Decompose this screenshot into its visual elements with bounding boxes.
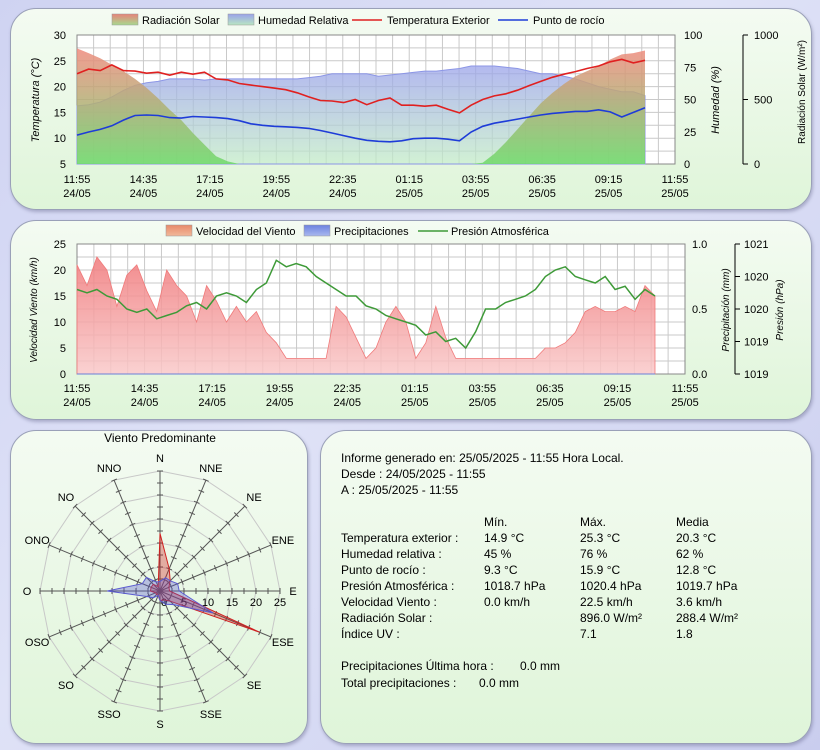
report-max-2: 15.9 °C	[580, 563, 621, 577]
report-avg-5: 288.4 W/m²	[676, 611, 739, 625]
wind-rose-panel	[10, 430, 308, 744]
report-max-4: 22.5 km/h	[580, 595, 633, 609]
report-label-6: Índice UV :	[341, 627, 400, 641]
report-label-5: Radiación Solar :	[341, 611, 433, 625]
report-min-0: 14.9 °C	[484, 531, 525, 545]
report-avg-0: 20.3 °C	[676, 531, 717, 545]
header-min: Mín.	[484, 515, 508, 529]
header-max: Máx.	[580, 515, 607, 529]
report-avg-6: 1.8	[676, 627, 693, 641]
report-label-0: Temperatura exterior :	[341, 531, 459, 545]
rain-total-value: 0.0 mm	[479, 676, 520, 690]
report-generated: Informe generado en: 25/05/2025 - 11:55 …	[341, 451, 624, 465]
report-label-4: Velocidad Viento :	[341, 595, 437, 609]
report-avg-2: 12.8 °C	[676, 563, 717, 577]
report-panel: Informe generado en: 25/05/2025 - 11:55 …	[320, 430, 812, 744]
report-max-0: 25.3 °C	[580, 531, 621, 545]
report-min-1: 45 %	[484, 547, 512, 561]
report-max-1: 76 %	[580, 547, 608, 561]
report-max-6: 7.1	[580, 627, 597, 641]
report-min-3: 1018.7 hPa	[484, 579, 546, 593]
rain-hour-value: 0.0 mm	[520, 659, 561, 673]
report-avg-3: 1019.7 hPa	[676, 579, 738, 593]
temperature-panel	[10, 8, 812, 210]
report-label-3: Presión Atmosférica :	[341, 579, 455, 593]
report-avg-4: 3.6 km/h	[676, 595, 723, 609]
report-label-1: Humedad relativa :	[341, 547, 442, 561]
report-min-4: 0.0 km/h	[484, 595, 531, 609]
report-max-3: 1020.4 hPa	[580, 579, 642, 593]
header-avg: Media	[676, 515, 709, 529]
report-from: Desde : 24/05/2025 - 11:55	[341, 467, 486, 481]
rain-hour-label: Precipitaciones Última hora :	[341, 659, 494, 673]
report-min-2: 9.3 °C	[484, 563, 518, 577]
report-label-2: Punto de rocío :	[341, 563, 426, 577]
report-avg-1: 62 %	[676, 547, 704, 561]
wind-panel	[10, 220, 812, 420]
report-to: A : 25/05/2025 - 11:55	[341, 483, 459, 497]
report-max-5: 896.0 W/m²	[580, 611, 643, 625]
rain-total-label: Total precipitaciones :	[341, 676, 457, 690]
